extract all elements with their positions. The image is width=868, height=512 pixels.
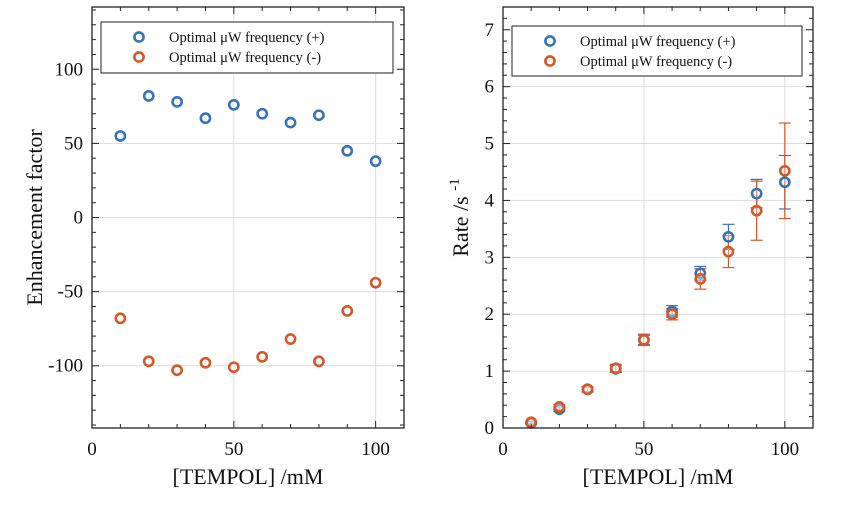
- legend-box: [100, 21, 394, 74]
- tick-labels: 0 50 100 0 1 2 3 4 5 6 7: [485, 20, 800, 460]
- data-point-plus: [750, 187, 763, 200]
- legend-label-plus: Optimal μW frequency (+): [169, 30, 325, 46]
- plot-frame: [91, 6, 405, 429]
- x-tick-label: 100: [361, 439, 390, 460]
- data-point-minus: [666, 308, 678, 321]
- y-tick-label: 100: [55, 59, 84, 80]
- data-point-minus: [369, 276, 382, 289]
- y-tick-label: -100: [48, 356, 83, 377]
- y-axis-label-text: Rate /s: [448, 196, 473, 257]
- data-point-minus: [114, 312, 127, 325]
- data-point-minus: [171, 364, 183, 377]
- rate-chart: 0 50 100 0 1 2 3 4 5 6 7 [TEMPOL] /mM Rate /s -1 O…: [447, 6, 814, 489]
- data-point-plus: [114, 130, 127, 142]
- data-point-minus: [256, 350, 269, 363]
- legend-label-minus: Optimal μW frequency (-): [169, 50, 321, 66]
- ticks: [502, 6, 814, 429]
- data-point-minus: [313, 355, 325, 368]
- data-point-minus: [609, 362, 622, 375]
- data-point-plus: [341, 144, 354, 157]
- data-point-minus: [722, 245, 735, 258]
- data-point-plus: [256, 107, 269, 120]
- y-axis-label: Enhancement factor: [22, 129, 47, 306]
- data-point-minus: [553, 401, 566, 413]
- data-point-plus: [369, 155, 382, 168]
- y-tick-label: -50: [58, 282, 83, 303]
- legend: Optimal μW frequency (+) Optimal μW freq…: [511, 25, 803, 77]
- x-tick-label: 50: [224, 439, 243, 460]
- plot-frame: [502, 6, 814, 429]
- y-tick-label: 0: [485, 418, 495, 439]
- data-point-minus: [199, 356, 212, 369]
- y-tick-label: 2: [485, 304, 495, 325]
- y-tick-label: 0: [74, 208, 84, 229]
- enhancement-factor-chart: 0 50 100 -100 -50 0 50 100 [TEMPOL] /mM Enhance…: [22, 6, 405, 489]
- legend-marker-plus: [544, 35, 556, 47]
- x-axis-label: [TEMPOL] /mM: [173, 464, 324, 489]
- data-point-plus: [722, 230, 735, 243]
- y-axis-label-text: Enhancement factor: [22, 129, 47, 306]
- y-tick-label: 7: [485, 20, 495, 41]
- legend-label-minus: Optimal μW frequency (-): [580, 54, 732, 70]
- ticks: [91, 7, 405, 428]
- legend: Optimal μW frequency (+) Optimal μW freq…: [100, 21, 394, 74]
- data-point-plus: [313, 109, 325, 122]
- x-tick-label: 0: [87, 439, 97, 460]
- data-points: [525, 164, 791, 429]
- legend-marker-minus: [133, 51, 145, 63]
- data-point-plus: [227, 98, 240, 111]
- data-point-plus: [778, 176, 791, 189]
- y-tick-label: 5: [485, 134, 495, 155]
- x-tick-label: 50: [634, 439, 653, 460]
- legend-label-plus: Optimal μW frequency (+): [580, 34, 736, 50]
- legend-marker-minus: [544, 55, 556, 67]
- legend-marker-plus: [133, 31, 145, 43]
- data-point-plus: [142, 90, 155, 102]
- data-point-minus: [341, 304, 354, 317]
- tick-labels: 0 50 100 -100 -50 0 50 100: [48, 59, 390, 460]
- legend-box: [511, 25, 803, 77]
- y-axis-label-superscript: -1: [447, 178, 463, 191]
- data-point-minus: [581, 383, 594, 396]
- data-point-minus: [284, 333, 297, 345]
- data-point-plus: [171, 95, 183, 108]
- y-tick-label: 1: [485, 361, 495, 382]
- y-tick-label: 50: [64, 133, 83, 154]
- y-tick-label: 4: [485, 190, 495, 211]
- x-tick-label: 100: [771, 439, 800, 460]
- data-points: [114, 90, 382, 377]
- data-point-minus: [750, 204, 763, 217]
- x-tick-label: 0: [498, 439, 508, 460]
- y-axis-label: Rate /s -1: [447, 178, 473, 257]
- x-axis-label: [TEMPOL] /mM: [583, 464, 734, 489]
- y-tick-label: 6: [485, 77, 495, 98]
- data-point-plus: [284, 116, 297, 129]
- error-bars: [525, 122, 791, 425]
- data-point-plus: [199, 112, 212, 125]
- data-point-minus: [778, 164, 791, 177]
- data-point-minus: [694, 273, 707, 285]
- data-point-minus: [227, 361, 240, 374]
- data-point-minus: [638, 333, 650, 346]
- y-tick-label: 3: [485, 247, 495, 268]
- data-point-minus: [142, 355, 155, 368]
